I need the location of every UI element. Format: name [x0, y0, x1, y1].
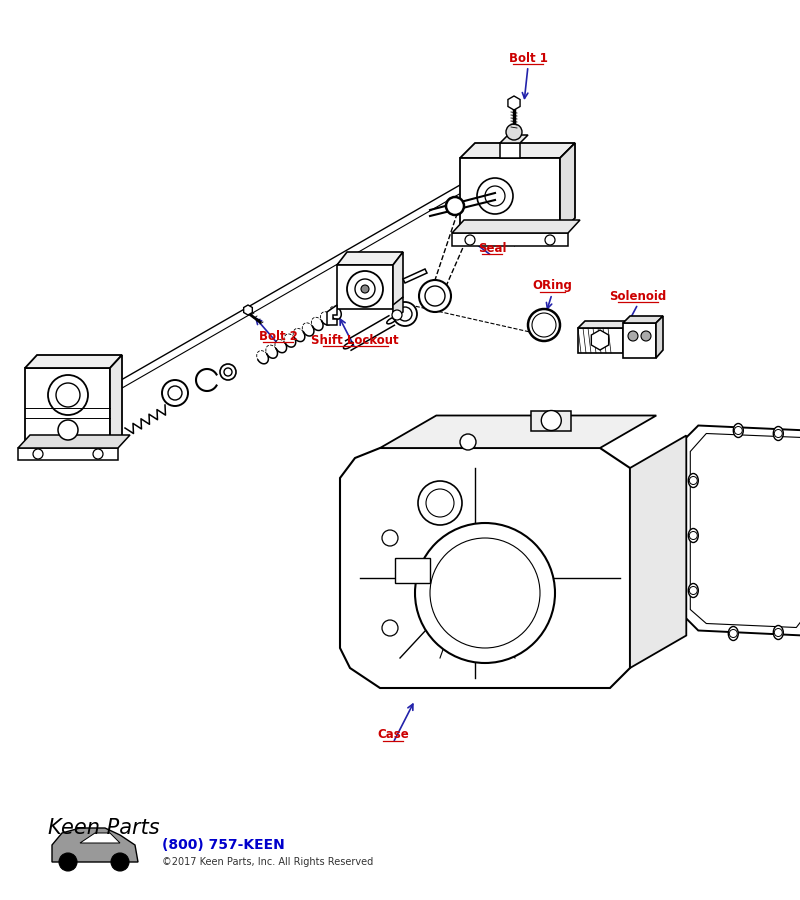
Circle shape: [224, 368, 232, 376]
Circle shape: [59, 853, 77, 871]
Polygon shape: [337, 252, 403, 265]
Circle shape: [93, 449, 103, 459]
Text: Seal: Seal: [478, 241, 506, 255]
Polygon shape: [18, 435, 130, 448]
Ellipse shape: [734, 424, 743, 437]
Ellipse shape: [688, 528, 698, 543]
Circle shape: [382, 530, 398, 546]
Polygon shape: [80, 833, 120, 843]
Ellipse shape: [343, 342, 354, 349]
Circle shape: [774, 429, 782, 437]
Circle shape: [690, 587, 698, 595]
Polygon shape: [110, 355, 122, 448]
Circle shape: [425, 286, 445, 306]
Ellipse shape: [688, 583, 698, 598]
Circle shape: [506, 124, 522, 140]
Polygon shape: [337, 265, 393, 309]
Circle shape: [355, 279, 375, 299]
Ellipse shape: [728, 626, 738, 641]
Circle shape: [545, 235, 555, 245]
Circle shape: [628, 331, 638, 341]
Text: Shift Lockout: Shift Lockout: [311, 334, 399, 346]
Circle shape: [168, 386, 182, 400]
Text: Keen Parts: Keen Parts: [48, 818, 160, 838]
Circle shape: [111, 853, 129, 871]
Circle shape: [477, 178, 513, 214]
Ellipse shape: [774, 626, 783, 640]
Polygon shape: [25, 355, 122, 368]
Text: (800) 757-KEEN: (800) 757-KEEN: [162, 838, 285, 852]
Circle shape: [220, 364, 236, 380]
Polygon shape: [452, 220, 580, 233]
Text: Solenoid: Solenoid: [610, 290, 666, 302]
Circle shape: [392, 310, 402, 320]
Circle shape: [690, 532, 698, 539]
Circle shape: [393, 302, 417, 326]
Circle shape: [730, 629, 738, 637]
Polygon shape: [656, 316, 663, 358]
Circle shape: [460, 434, 476, 450]
Polygon shape: [678, 426, 800, 635]
Text: ©2017 Keen Parts, Inc. All Rights Reserved: ©2017 Keen Parts, Inc. All Rights Reserv…: [162, 857, 374, 867]
Circle shape: [465, 235, 475, 245]
Ellipse shape: [386, 317, 397, 324]
Ellipse shape: [774, 427, 783, 440]
Polygon shape: [460, 143, 575, 158]
Circle shape: [690, 476, 698, 484]
Polygon shape: [500, 143, 520, 158]
Polygon shape: [452, 233, 568, 246]
Polygon shape: [18, 448, 118, 460]
Polygon shape: [591, 330, 609, 350]
Polygon shape: [393, 252, 403, 309]
Polygon shape: [403, 269, 427, 283]
Circle shape: [774, 628, 782, 636]
Polygon shape: [340, 448, 630, 688]
Polygon shape: [630, 436, 686, 668]
Polygon shape: [578, 328, 623, 353]
Polygon shape: [25, 368, 110, 448]
Polygon shape: [380, 416, 656, 448]
Circle shape: [58, 420, 78, 440]
Polygon shape: [508, 96, 520, 110]
Ellipse shape: [688, 473, 698, 488]
Text: Bolt 1: Bolt 1: [509, 51, 547, 65]
Circle shape: [48, 375, 88, 415]
Polygon shape: [623, 323, 656, 358]
Polygon shape: [244, 305, 252, 315]
Polygon shape: [531, 410, 571, 430]
Circle shape: [33, 449, 43, 459]
Circle shape: [430, 538, 540, 648]
Polygon shape: [460, 158, 560, 233]
Polygon shape: [52, 828, 138, 862]
Polygon shape: [500, 135, 528, 143]
Text: Bolt 2: Bolt 2: [258, 329, 298, 343]
Circle shape: [382, 620, 398, 636]
Polygon shape: [393, 297, 403, 319]
Text: Case: Case: [377, 728, 409, 742]
Circle shape: [361, 285, 369, 293]
Circle shape: [485, 186, 505, 206]
Circle shape: [426, 489, 454, 517]
Polygon shape: [395, 558, 430, 583]
Circle shape: [418, 481, 462, 525]
Circle shape: [56, 383, 80, 407]
Circle shape: [641, 331, 651, 341]
Circle shape: [415, 523, 555, 663]
Text: ORing: ORing: [532, 280, 572, 292]
Circle shape: [542, 410, 562, 430]
Circle shape: [398, 307, 412, 321]
Circle shape: [446, 197, 464, 215]
Polygon shape: [327, 305, 337, 325]
Circle shape: [419, 280, 451, 312]
Polygon shape: [560, 143, 575, 233]
Circle shape: [162, 380, 188, 406]
Circle shape: [734, 427, 742, 435]
Polygon shape: [623, 316, 663, 323]
Polygon shape: [578, 321, 630, 328]
Circle shape: [347, 271, 383, 307]
